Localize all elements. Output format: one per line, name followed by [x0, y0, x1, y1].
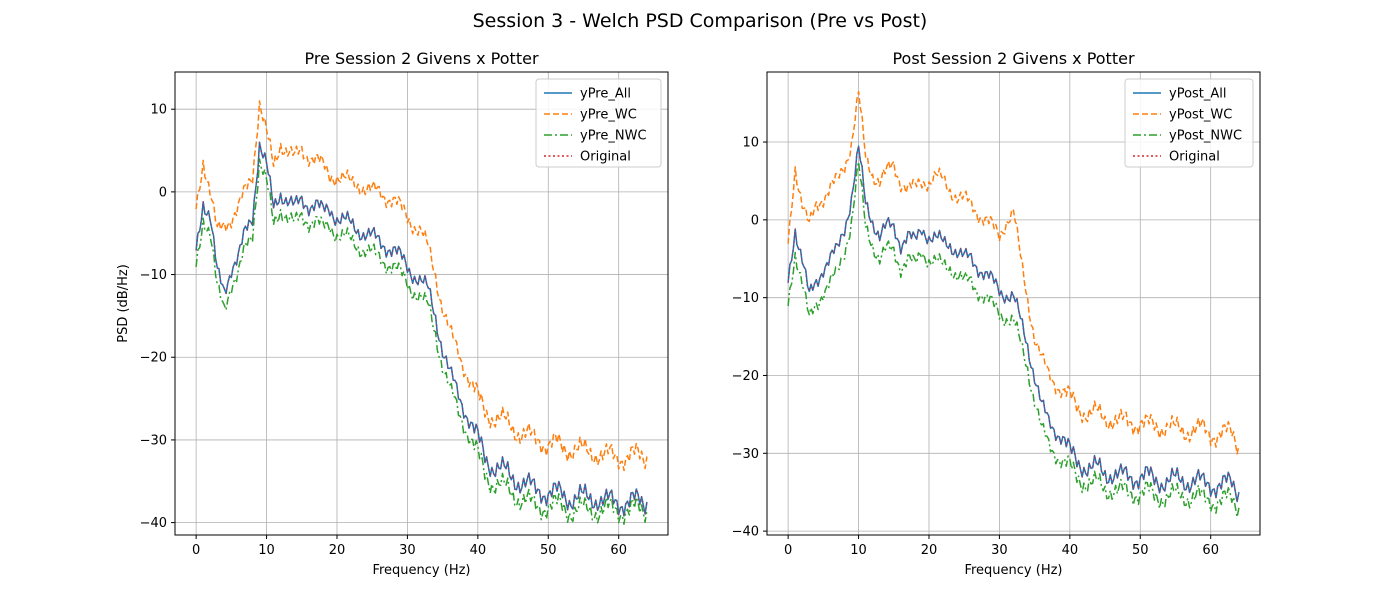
- p1-ytick-label--20: −20: [732, 369, 759, 384]
- p1-ytick-label-10: 10: [742, 136, 759, 151]
- p0-xtick-label-20: 20: [329, 543, 346, 558]
- p1-xtick-label-0: 0: [784, 543, 792, 558]
- p0-legend-label-ypre-wc: yPre_WC: [580, 108, 637, 123]
- p0-ytick-label-10: 10: [150, 103, 167, 118]
- p1-ytick-label--10: −10: [732, 291, 759, 306]
- p0-xtick-label-0: 0: [192, 543, 200, 558]
- p0-title: Pre Session 2 Givens x Potter: [304, 49, 538, 68]
- p0-legend-box: [535, 78, 662, 168]
- p1-legend: yPost_All yPost_WC yPost_NWC Original: [1124, 78, 1254, 168]
- p0-ytick-label--20: −20: [140, 351, 167, 366]
- p0-series-ypre-all-line: [195, 141, 648, 517]
- p0-legend: yPre_All yPre_WC yPre_NWC Original: [535, 78, 662, 168]
- p0-ytick-label--40: −40: [140, 516, 167, 531]
- p0-series-original-line: [195, 141, 648, 517]
- p0-xlabel: Frequency (Hz): [372, 563, 470, 578]
- p1-xtick-label-20: 20: [921, 543, 938, 558]
- p1-xlabel: Frequency (Hz): [964, 563, 1062, 578]
- figure-suptitle: Session 3 - Welch PSD Comparison (Pre vs…: [473, 10, 928, 32]
- p0-series-ypre-wc-line: [195, 100, 648, 472]
- p1-series-original-line: [787, 145, 1240, 503]
- p1-legend-label-original: Original: [1169, 150, 1220, 165]
- p1-series-ypost-wc-line: [787, 90, 1240, 455]
- p0-legend-label-ypre-nwc: yPre_NWC: [580, 129, 647, 144]
- p1-ytick-label--40: −40: [732, 525, 759, 540]
- p0-ytick-label--10: −10: [140, 268, 167, 283]
- p1-xtick-label-50: 50: [1132, 543, 1149, 558]
- p0-ytick-label-0: 0: [159, 185, 167, 200]
- p1-axes-frame: [766, 71, 1261, 536]
- p0-series-ypre-nwc-line: [195, 158, 648, 525]
- pre-session-panel: 0 10 20 30 40 50 60 −40 −30 −20 −10 0 10 Pre Session …: [116, 49, 669, 578]
- p0-axes-frame: [174, 71, 669, 536]
- p0-ytick-label--30: −30: [140, 433, 167, 448]
- p1-ytick-label-0: 0: [751, 213, 759, 228]
- p0-xtick-label-10: 10: [258, 543, 275, 558]
- p1-legend-label-ypost-nwc: yPost_NWC: [1169, 129, 1242, 144]
- p1-xtick-label-30: 30: [991, 543, 1008, 558]
- p1-xtick-label-40: 40: [1062, 543, 1079, 558]
- p1-legend-box: [1124, 78, 1254, 168]
- p1-series-ypost-all-line: [787, 145, 1240, 503]
- p1-ytick-label--30: −30: [732, 447, 759, 462]
- p1-xtick-label-10: 10: [850, 543, 867, 558]
- p0-xtick-label-40: 40: [470, 543, 487, 558]
- p1-legend-label-ypost-wc: yPost_WC: [1169, 108, 1232, 123]
- p1-series-group: [787, 90, 1240, 518]
- p0-legend-label-ypre-all: yPre_All: [580, 87, 631, 102]
- p0-xtick-label-60: 60: [610, 543, 627, 558]
- post-session-panel: 0 10 20 30 40 50 60 −40 −30 −20 −10 0 10 Post Session…: [732, 49, 1261, 578]
- p0-ylabel: PSD (dB/Hz): [116, 264, 131, 343]
- p1-title: Post Session 2 Givens x Potter: [892, 49, 1134, 68]
- p0-series-group: [195, 100, 648, 525]
- p1-xtick-label-60: 60: [1202, 543, 1219, 558]
- p0-legend-label-original: Original: [580, 150, 631, 165]
- p1-series-ypost-nwc-line: [787, 161, 1240, 518]
- p0-xtick-label-30: 30: [399, 543, 416, 558]
- p0-xtick-label-50: 50: [540, 543, 557, 558]
- p1-legend-label-ypost-all: yPost_All: [1169, 87, 1227, 102]
